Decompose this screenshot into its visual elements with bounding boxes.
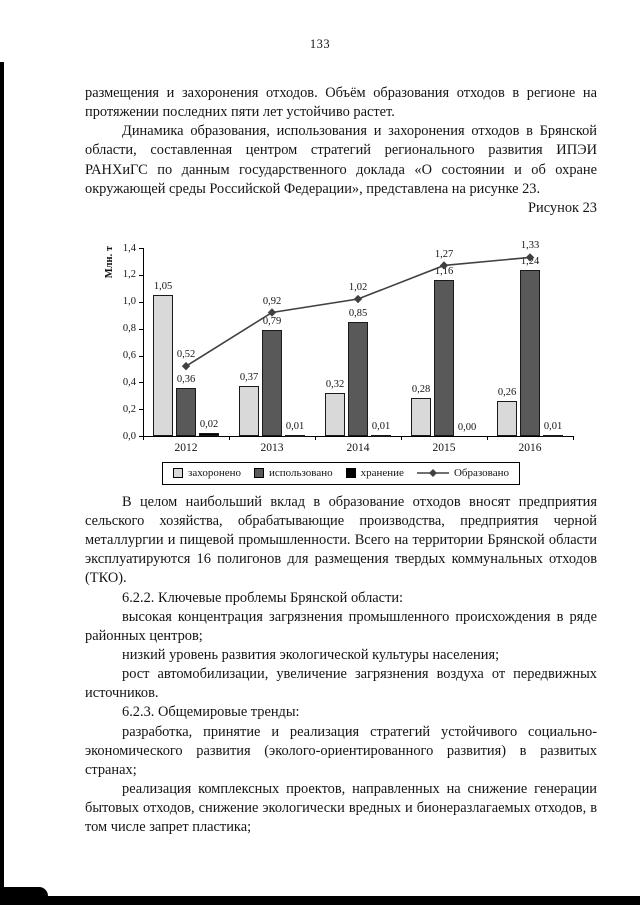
x-tick xyxy=(487,436,488,441)
body-text: размещения и захоронения отходов. Объём … xyxy=(85,84,597,838)
bar-захоронено xyxy=(239,386,259,437)
y-axis-line xyxy=(143,248,144,437)
y-tick-label: 1,0 xyxy=(122,296,136,308)
legend-item: захоронено xyxy=(173,466,241,481)
line-marker-diamond xyxy=(181,362,191,371)
bar-value-label: 0,26 xyxy=(497,387,517,399)
legend-label: использовано xyxy=(269,467,333,480)
y-tick xyxy=(139,409,143,411)
bar-value-label: 1,24 xyxy=(520,255,540,267)
bar-value-label: 0,02 xyxy=(199,419,219,431)
y-tick-label: 0,8 xyxy=(122,323,136,335)
y-tick-label: 1,2 xyxy=(122,269,136,281)
scan-edge-bottom xyxy=(0,896,640,905)
y-tick xyxy=(139,274,143,276)
legend-swatch xyxy=(173,468,184,479)
bar-value-label: 0,28 xyxy=(411,384,431,396)
paragraph: реализация комплексных проектов, направл… xyxy=(85,781,597,836)
line-value-label: 0,92 xyxy=(262,295,282,307)
legend-line-marker xyxy=(416,469,449,478)
bar-захоронено xyxy=(325,393,345,437)
y-tick xyxy=(139,355,143,357)
x-category-label: 2012 xyxy=(174,442,198,455)
bar-value-label: 0,01 xyxy=(543,420,563,432)
bar-захоронено xyxy=(153,295,173,437)
line-value-label: 1,02 xyxy=(348,282,368,294)
legend-label: хранение xyxy=(360,467,404,480)
legend-item: хранение xyxy=(345,466,404,481)
line-value-label: 0,52 xyxy=(176,349,196,361)
y-tick xyxy=(139,328,143,330)
bar-хранение xyxy=(285,434,305,437)
paragraph: размещения и захоронения отходов. Объём … xyxy=(85,85,597,121)
y-tick-label: 0,0 xyxy=(122,430,136,442)
y-tick xyxy=(139,382,143,384)
paragraph: В целом наибольший вклад в образование о… xyxy=(85,493,597,587)
line-marker-diamond xyxy=(353,294,363,304)
y-tick-label: 0,4 xyxy=(122,376,136,388)
x-tick xyxy=(229,436,230,441)
bar-использовано xyxy=(434,280,454,437)
x-tick xyxy=(143,436,144,441)
bar-value-label: 1,16 xyxy=(434,266,454,278)
figure-23-chart: Млн. т 0,0 0,2 0,4 0,6 0,8 1,0 1,2 1,4 1,05 0,36 0… xyxy=(101,222,581,485)
paragraph: 6.2.3. Общемировые тренды: xyxy=(122,704,300,721)
paragraph: Динамика образования, использования и за… xyxy=(85,123,597,197)
y-tick-label: 0,6 xyxy=(122,350,136,362)
bar-value-label: 0,01 xyxy=(285,420,305,432)
chart-plot: Млн. т 0,0 0,2 0,4 0,6 0,8 1,0 1,2 1,4 1,05 0,36 0… xyxy=(101,222,581,456)
line-value-label: 1,33 xyxy=(520,240,540,252)
bar-value-label: 0,01 xyxy=(371,420,391,432)
bar-использовано xyxy=(520,269,540,437)
legend-swatch xyxy=(254,468,264,479)
bar-value-label: 1,05 xyxy=(153,281,173,293)
paragraph: высокая концентрация загрязнения промышл… xyxy=(85,608,597,644)
y-tick xyxy=(139,436,143,438)
x-tick xyxy=(315,436,316,441)
bar-value-label: 0,00 xyxy=(457,422,477,434)
paragraph: 6.2.2. Ключевые проблемы Брянской област… xyxy=(122,589,404,606)
x-axis-line xyxy=(143,436,574,438)
scan-edge-corner xyxy=(0,887,48,905)
x-tick xyxy=(401,436,402,441)
x-tick xyxy=(573,436,574,441)
bar-хранение xyxy=(371,434,391,437)
x-category-label: 2014 xyxy=(346,442,370,455)
paragraph: разработка, принятие и реализация страте… xyxy=(85,723,597,778)
paragraph: низкий уровень развития экологической ку… xyxy=(122,646,500,663)
x-category-label: 2016 xyxy=(518,442,542,455)
page-number: 133 xyxy=(309,37,331,51)
after-paragraphs: В целом наибольший вклад в образование о… xyxy=(85,493,597,838)
bar-value-label: 0,85 xyxy=(348,307,368,319)
bar-value-label: 0,36 xyxy=(176,373,196,385)
bar-захоронено xyxy=(497,401,517,437)
x-category-label: 2015 xyxy=(432,442,456,455)
legend-label: Образовано xyxy=(453,467,509,480)
legend-item: Образовано xyxy=(416,466,509,481)
chart-legend: захоронено использовано хранение Образовано xyxy=(101,462,581,485)
legend-swatch xyxy=(345,468,356,479)
paragraph: рост автомобилизации, увеличение загрязн… xyxy=(85,666,597,702)
y-tick-label: 0,2 xyxy=(122,403,136,415)
bar-value-label: 0,79 xyxy=(262,316,282,327)
legend-label: захоронено xyxy=(188,467,241,480)
scan-edge-left xyxy=(0,62,4,905)
legend-box: захоронено использовано хранение Образовано xyxy=(162,462,520,485)
bar-хранение xyxy=(543,434,563,437)
bar-value-label: 0,37 xyxy=(239,372,259,384)
intro-paragraphs: размещения и захоронения отходов. Объём … xyxy=(85,84,597,199)
bar-использовано xyxy=(176,387,196,437)
figure-caption: Рисунок 23 xyxy=(528,199,597,216)
bar-хранение xyxy=(199,433,219,437)
y-tick xyxy=(139,301,143,303)
bar-захоронено xyxy=(411,398,431,437)
x-category-label: 2013 xyxy=(260,442,284,455)
y-tick-label: 1,4 xyxy=(122,242,136,254)
line-value-label: 1,27 xyxy=(434,248,454,260)
legend-item: использовано xyxy=(254,466,333,481)
bar-value-label: 0,32 xyxy=(325,379,345,391)
y-tick xyxy=(139,248,143,250)
